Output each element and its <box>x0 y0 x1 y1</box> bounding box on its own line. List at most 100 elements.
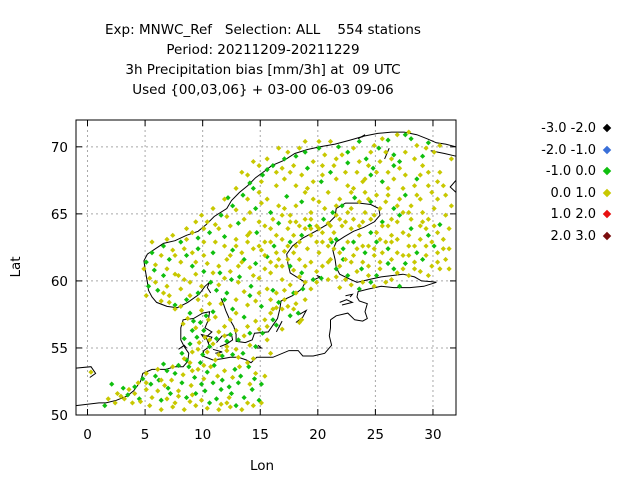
x-tick-label: 15 <box>252 427 269 443</box>
station-point <box>377 236 383 242</box>
station-point <box>368 279 374 285</box>
station-point <box>256 243 262 249</box>
station-point <box>411 156 418 162</box>
station-point <box>362 189 368 196</box>
station-point <box>408 136 414 142</box>
station-point <box>281 287 288 293</box>
station-point <box>262 239 268 245</box>
title-line-3: 3h Precipitation bias [mm/3h] at 09 UTC <box>125 62 401 78</box>
station-point <box>448 203 454 209</box>
station-point <box>227 252 233 259</box>
station-point <box>429 239 435 245</box>
legend-label: 2.0 3.0 <box>550 228 596 244</box>
station-point <box>166 299 172 305</box>
station-point <box>273 183 279 189</box>
station-point <box>363 156 369 162</box>
station-point <box>406 209 412 216</box>
legend-label: 0.0 1.0 <box>550 185 596 201</box>
station-point <box>296 256 302 263</box>
station-point <box>350 145 357 151</box>
station-point <box>167 390 174 397</box>
station-point <box>270 317 276 323</box>
station-point <box>385 192 391 198</box>
station-point <box>244 196 251 202</box>
station-point <box>132 390 138 397</box>
station-point <box>440 236 446 242</box>
station-point <box>189 349 195 355</box>
station-point <box>251 376 258 382</box>
station-point <box>216 226 222 232</box>
station-point <box>175 362 182 368</box>
station-point <box>406 272 412 279</box>
station-point <box>120 385 126 391</box>
station-point <box>316 145 322 151</box>
plot-frame <box>75 119 457 416</box>
coastline-path <box>143 131 457 309</box>
station-point <box>293 183 299 189</box>
chart-title: Exp: MNWC_Ref Selection: ALL 554 station… <box>0 20 526 100</box>
station-point <box>180 321 186 327</box>
station-point <box>391 205 397 212</box>
station-point <box>391 176 397 182</box>
station-point <box>170 404 176 410</box>
station-point <box>165 385 171 391</box>
station-point <box>178 286 184 292</box>
station-point <box>239 259 245 265</box>
station-point <box>340 246 346 252</box>
station-point <box>181 246 187 252</box>
station-point <box>291 162 297 169</box>
station-point <box>388 232 395 238</box>
station-point <box>160 272 167 279</box>
station-point <box>425 183 431 189</box>
station-point <box>431 243 437 249</box>
station-point <box>233 403 239 409</box>
station-point <box>417 236 423 242</box>
station-point <box>443 256 449 263</box>
station-point <box>201 226 207 232</box>
station-point <box>258 200 264 206</box>
x-tick-label: 30 <box>424 427 441 443</box>
station-point <box>201 252 207 259</box>
station-point <box>195 366 201 373</box>
station-point <box>175 272 182 279</box>
station-point <box>431 223 437 229</box>
coastline-path <box>449 179 457 193</box>
station-point <box>217 270 223 276</box>
station-point <box>296 274 302 280</box>
station-point <box>318 275 324 281</box>
station-point <box>302 138 308 145</box>
coastline-path <box>220 202 437 344</box>
station-point <box>276 145 282 151</box>
station-point <box>181 356 187 362</box>
station-point <box>202 334 208 340</box>
station-point <box>379 179 385 185</box>
station-point <box>402 132 408 138</box>
station-point <box>268 259 274 265</box>
station-point <box>356 286 362 292</box>
station-point <box>345 239 351 245</box>
station-point <box>354 268 360 275</box>
station-point <box>396 196 403 202</box>
station-point <box>248 283 254 289</box>
station-point <box>246 364 252 370</box>
station-point <box>402 172 408 178</box>
station-point <box>129 400 136 406</box>
station-point <box>236 274 243 280</box>
station-point <box>215 373 221 379</box>
station-point <box>213 335 220 342</box>
station-point <box>203 313 209 319</box>
station-point <box>379 250 385 256</box>
station-point <box>285 256 291 263</box>
station-point <box>365 272 372 279</box>
station-point <box>299 270 305 276</box>
station-point <box>88 369 94 375</box>
station-point <box>331 162 337 169</box>
station-point <box>221 243 228 249</box>
station-point <box>148 381 154 387</box>
station-point <box>293 243 299 249</box>
station-point <box>268 350 274 356</box>
station-point <box>327 256 334 263</box>
station-point <box>241 394 247 401</box>
station-point <box>327 138 334 145</box>
station-point <box>316 226 322 232</box>
